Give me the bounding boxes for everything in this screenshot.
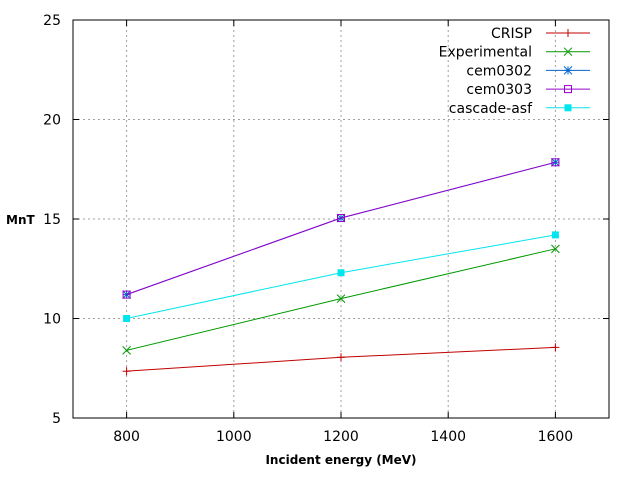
legend-label: cem0302	[466, 63, 532, 79]
legend-item-cem0303: cem0303	[466, 82, 590, 98]
data-point-CRISP-1	[337, 353, 345, 362]
data-point-cascade-asf-2	[551, 231, 559, 239]
data-point-cascade-asf-1	[337, 269, 345, 277]
series-cem0302	[122, 157, 560, 299]
legend-marker	[564, 29, 572, 37]
series-line-cem0303	[126, 161, 556, 296]
y-tick-label-0: 5	[52, 411, 61, 427]
legend-item-CRISP: CRISP	[491, 26, 590, 42]
legend-label: cem0303	[466, 82, 532, 98]
y-tick-label-4: 25	[43, 13, 61, 29]
grid	[73, 20, 609, 418]
data-point-cem0303-1	[337, 214, 345, 223]
y-axis-label: MnT	[6, 213, 35, 227]
x-axis-label: Incident energy (MeV)	[265, 453, 416, 467]
data-point-Experimental-1	[336, 294, 346, 303]
data-point-cem0303-2	[551, 158, 560, 167]
x-tick-label-3: 1400	[430, 429, 466, 445]
series-Experimental	[122, 244, 560, 355]
data-point-CRISP-2	[551, 343, 560, 352]
x-tick-label-2: 1200	[323, 429, 359, 445]
legend-item-cem0302: cem0302	[466, 63, 590, 79]
data-point-Experimental-0	[122, 345, 131, 355]
data-point-CRISP-0	[122, 367, 131, 376]
series-layer	[122, 157, 560, 376]
legend-item-cascade-asf: cascade-asf	[449, 101, 590, 117]
y-tick-label-2: 15	[43, 212, 61, 228]
series-CRISP	[122, 343, 560, 376]
legend-label: Experimental	[439, 45, 532, 61]
x-tick-label-0: 800	[113, 429, 140, 445]
data-point-Experimental-2	[551, 244, 560, 254]
legend-marker	[563, 66, 573, 75]
y-tick-label-1: 10	[43, 312, 61, 328]
x-tick-label-4: 1600	[538, 429, 574, 445]
data-point-cem0303-0	[122, 290, 131, 299]
series-cascade-asf	[123, 231, 559, 322]
legend-item-Experimental: Experimental	[439, 45, 590, 61]
x-tick-label-1: 1000	[216, 429, 252, 445]
legend-label: CRISP	[491, 26, 532, 42]
axes-ticks: 800 1000 1200 1400 1600 5 10 15 20 25	[43, 13, 609, 445]
y-tick-label-3: 20	[43, 113, 61, 129]
data-point-cascade-asf-0	[123, 315, 131, 322]
data-point-cem0302-2	[551, 157, 560, 167]
legend: CRISP Experimental cem0302 cem0303 cascade-a…	[439, 26, 590, 117]
legend-marker	[564, 104, 572, 112]
series-cem0303	[122, 158, 560, 299]
legend-label: cascade-asf	[449, 101, 533, 117]
data-point-cem0302-0	[122, 290, 131, 299]
legend-marker	[563, 47, 573, 57]
legend-marker	[564, 85, 572, 94]
